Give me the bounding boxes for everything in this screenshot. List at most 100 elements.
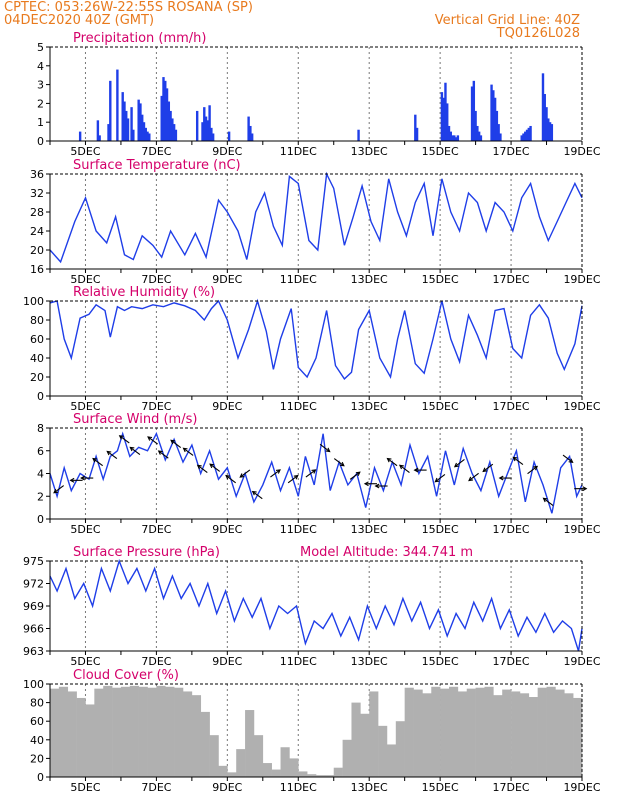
wind-arrow-head xyxy=(533,465,539,471)
wind-arrow-head xyxy=(157,450,163,455)
precip-bar xyxy=(541,73,545,141)
precip-bar xyxy=(146,131,149,141)
precip-bar xyxy=(451,135,454,141)
y-tick-label: 40 xyxy=(30,734,44,747)
x-tick-label: 15DEC xyxy=(422,273,459,286)
y-tick-label: 60 xyxy=(30,333,44,346)
x-tick-label: 9DEC xyxy=(212,273,242,286)
cloud-bar xyxy=(227,772,237,777)
wind-arrow-shaft xyxy=(399,464,410,473)
x-tick-label: 7DEC xyxy=(141,145,171,158)
precip-bar xyxy=(141,114,144,141)
cloud-bar xyxy=(440,688,450,777)
y-tick-label: 0 xyxy=(37,771,44,784)
cloud-bar xyxy=(378,725,388,777)
cloud-bar xyxy=(360,713,370,777)
wind-arrow xyxy=(80,475,94,481)
x-tick-label: 9DEC xyxy=(212,655,242,668)
wind-arrow-shaft xyxy=(197,464,208,473)
wind-arrow xyxy=(498,475,512,481)
x-tick-label: 7DEC xyxy=(141,523,171,536)
x-tick-label: 13DEC xyxy=(351,400,388,413)
cloud-bar xyxy=(94,688,104,777)
precip-bar xyxy=(456,135,460,141)
x-tick-label: 11DEC xyxy=(280,655,317,668)
wind-arrow-head xyxy=(568,458,574,464)
cloud-bar xyxy=(316,775,326,777)
series-line xyxy=(49,171,583,264)
precip-bar xyxy=(203,107,206,141)
precip-bar xyxy=(453,135,456,141)
x-tick-label: 7DEC xyxy=(141,655,171,668)
cloud-bar xyxy=(528,697,538,777)
wind-arrow xyxy=(106,450,118,460)
cloud-bar xyxy=(457,691,468,777)
wind-arrow xyxy=(182,447,194,456)
y-tick-label: 5 xyxy=(37,41,44,54)
header-code: TQ0126L028 xyxy=(496,26,580,41)
wind-arrow-shaft xyxy=(158,450,169,459)
wind-arrow xyxy=(53,485,64,494)
wind-arrow xyxy=(512,456,524,466)
precip-bar xyxy=(470,86,474,141)
x-tick-label: 7DEC xyxy=(141,781,171,794)
wind-arrow-shaft xyxy=(454,458,465,468)
cloud-bar xyxy=(466,688,476,777)
precip-bar xyxy=(547,118,550,141)
wind-arrow-shaft xyxy=(92,458,104,467)
wind-arrow-head xyxy=(363,481,369,487)
cloud-bar xyxy=(431,686,441,777)
precip-bar xyxy=(524,131,527,141)
x-tick-label: 15DEC xyxy=(422,781,459,794)
wind-arrow xyxy=(333,458,345,467)
wind-arrow-shaft xyxy=(333,458,345,467)
wind-arrow xyxy=(453,458,465,468)
wind-arrow-head xyxy=(118,435,124,440)
panel-title: Surface Temperature (nC) xyxy=(73,158,241,173)
wind-arrow xyxy=(170,439,182,448)
header-grid-note: Vertical Grid Line: 40Z xyxy=(435,13,580,28)
wind-arrow xyxy=(374,483,388,489)
wind-arrow xyxy=(118,435,130,444)
y-tick-label: 2 xyxy=(37,490,44,503)
x-tick-label: 11DEC xyxy=(280,781,317,794)
cloud-bar xyxy=(307,774,317,777)
wind-arrow-shaft xyxy=(239,469,251,478)
panel-5: Surface Pressure (hPa) Model Altitude: 34… xyxy=(23,545,601,668)
cloud-bar xyxy=(484,686,494,777)
x-tick-label: 13DEC xyxy=(351,655,388,668)
panel-subtitle: Model Altitude: 344.741 m xyxy=(300,545,473,560)
x-tick-label: 11DEC xyxy=(280,400,317,413)
precip-bar xyxy=(550,124,554,141)
wind-arrow xyxy=(349,471,361,480)
precip-bar xyxy=(167,101,171,141)
panel-6: Cloud Cover (%) 0 20 40 60 80 100 5DEC 7DEC 9DEC 1… xyxy=(23,668,601,794)
x-tick-label: 15DEC xyxy=(422,400,459,413)
wind-arrow-shaft xyxy=(513,456,524,466)
wind-arrow-shaft xyxy=(387,458,398,467)
wind-arrow-head xyxy=(339,461,345,467)
wind-arrow xyxy=(287,474,299,484)
wind-arrow-head xyxy=(482,467,488,473)
wind-arrow-head xyxy=(209,463,215,469)
series-line xyxy=(49,298,583,380)
precip-bar xyxy=(454,137,458,141)
precip-bar xyxy=(525,129,529,141)
cloud-bar xyxy=(280,747,290,777)
cloud-bar xyxy=(502,689,512,777)
x-tick-label: 19DEC xyxy=(563,523,600,536)
panel-2: Surface Temperature (nC) 16 20 24 28 32 36 5DEC… xyxy=(30,158,601,286)
precip-bar xyxy=(479,135,483,141)
y-tick-label: 966 xyxy=(23,623,44,636)
wind-arrow-shaft xyxy=(543,497,554,506)
wind-arrow-head xyxy=(374,483,380,489)
precip-bar xyxy=(160,95,163,141)
y-tick-label: 4 xyxy=(37,468,44,481)
y-tick-label: 80 xyxy=(30,314,44,327)
x-tick-label: 19DEC xyxy=(563,655,600,668)
x-tick-label: 17DEC xyxy=(493,523,530,536)
wind-arrow-head xyxy=(251,490,257,496)
wind-arrow-shaft xyxy=(435,474,446,483)
wind-arrow-head xyxy=(434,477,440,483)
